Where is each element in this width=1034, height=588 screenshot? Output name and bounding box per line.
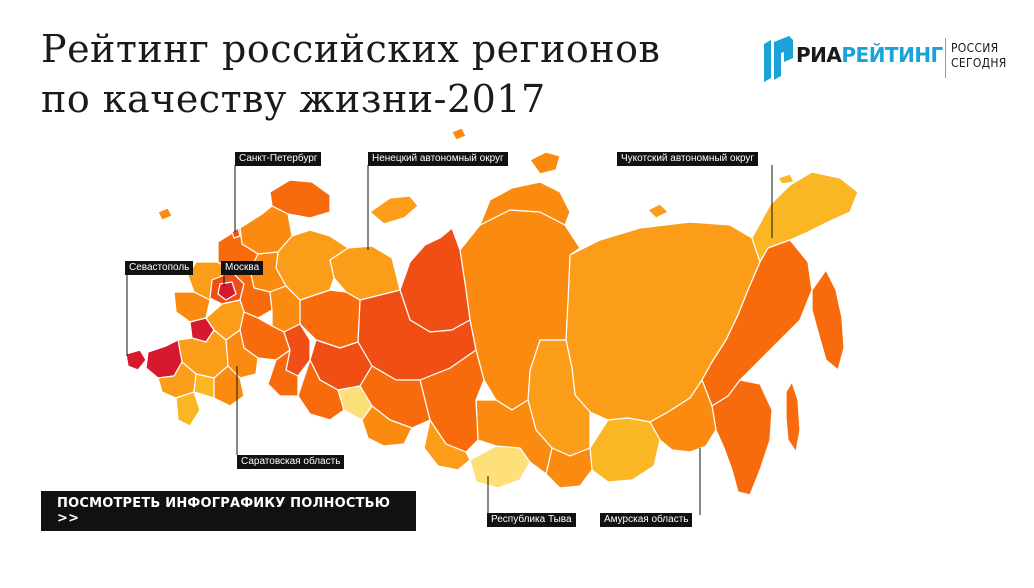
region-sakhalin[interactable] [785,381,801,453]
island-wrangel[interactable] [777,173,795,185]
island-novaya-zemlya[interactable] [369,195,419,225]
region-primorye[interactable] [711,379,773,496]
island-severnaya-zemlya[interactable] [529,151,561,175]
region-zabaikalye[interactable] [589,417,661,483]
ria-wordmark-part1: РИА [796,43,842,67]
island-novosibirsk[interactable] [647,203,669,219]
page-title: Рейтинг российских регионов по качеству … [41,24,660,124]
rossiya-segodnya-wordmark: РОССИЯ СЕГОДНЯ [951,41,1007,71]
region-taimyr[interactable] [479,181,571,226]
callout-label-amur: Амурская область [600,513,693,527]
title-line-1: Рейтинг российских регионов [41,27,661,71]
region-tyva[interactable] [469,445,531,489]
region-kaliningrad[interactable] [157,207,173,221]
region-chelyabinsk[interactable] [297,359,345,421]
callout-label-nenets: Ненецкий автономный округ [368,152,508,166]
callout-label-tyva: Республика Тыва [487,513,576,527]
region-altai[interactable] [423,419,471,471]
region-crimea[interactable] [125,349,147,371]
ria-logo-mark [764,36,793,82]
callout-label-saratov: Саратовская область [237,455,345,469]
region-buryatia[interactable] [545,447,593,489]
callout-label-spb: Санкт-Петербург [235,152,322,166]
region-dagestan[interactable] [175,391,201,427]
region-moscow[interactable] [217,281,237,301]
view-full-infographic-button[interactable]: ПОСМОТРЕТЬ ИНФОГРАФИКУ ПОЛНОСТЬЮ >> [41,491,416,531]
region-kemerovo[interactable] [475,399,553,475]
region-kalmykia[interactable] [193,373,215,399]
region-omsk[interactable] [361,405,413,447]
logo-divider [945,38,946,78]
region-kamchatka[interactable] [811,269,845,371]
title-line-2: по качеству жизни-2017 [41,77,546,121]
region-nenets[interactable] [329,245,401,301]
region-amur[interactable] [649,379,717,453]
callout-label-chukotka: Чукотский автономный округ [617,152,759,166]
ria-rating-wordmark: РИАРЕЙТИНГ [796,42,943,68]
region-orenburg[interactable] [267,349,299,397]
rs-line-2: СЕГОДНЯ [951,56,1007,70]
island-franz-josef[interactable] [451,127,467,141]
ria-logo-icon [764,36,793,82]
region-spb[interactable] [231,227,241,239]
region-yamal[interactable] [399,227,471,333]
callout-label-sevastopol: Севастополь [125,261,194,275]
callout-label-moscow: Москва [221,261,264,275]
ria-wordmark-part2: РЕЙТИНГ [841,43,943,67]
rs-line-1: РОССИЯ [951,41,999,55]
ria-rating-logo[interactable]: РИАРЕЙТИНГ РОССИЯ СЕГОДНЯ [762,36,1024,84]
